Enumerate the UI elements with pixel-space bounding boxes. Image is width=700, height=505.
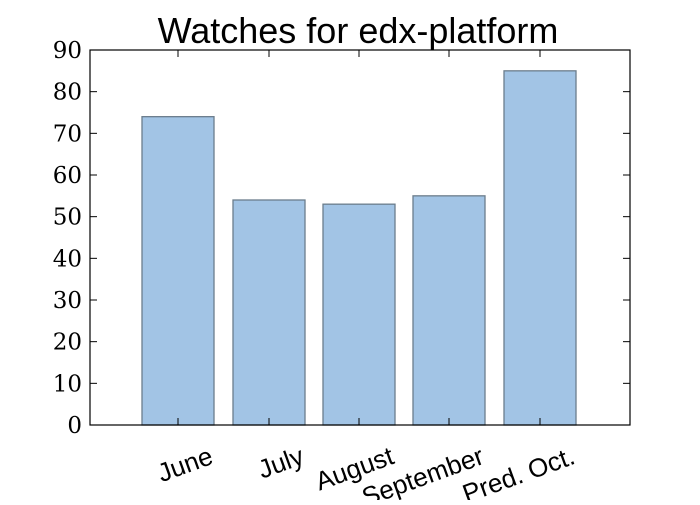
y-tick-label: 30 [53, 288, 82, 314]
y-tick-label: 80 [53, 80, 82, 106]
y-tick-label: 0 [67, 413, 82, 439]
axes-frame [89, 49, 631, 426]
bar-july [232, 199, 306, 426]
bar-august [322, 203, 396, 426]
y-tick-label: 70 [53, 121, 82, 147]
y-tick-label: 10 [53, 371, 82, 397]
y-tick-label: 40 [53, 246, 82, 272]
chart-title: Watches for edx-platform [158, 10, 559, 51]
bar-pred-oct [503, 70, 577, 426]
y-tick-label: 50 [53, 205, 82, 231]
bar-september [412, 195, 486, 426]
y-tick-label: 90 [53, 38, 82, 64]
bar-june [141, 116, 215, 426]
y-tick-label: 20 [53, 330, 82, 356]
y-tick-label: 60 [53, 163, 82, 189]
